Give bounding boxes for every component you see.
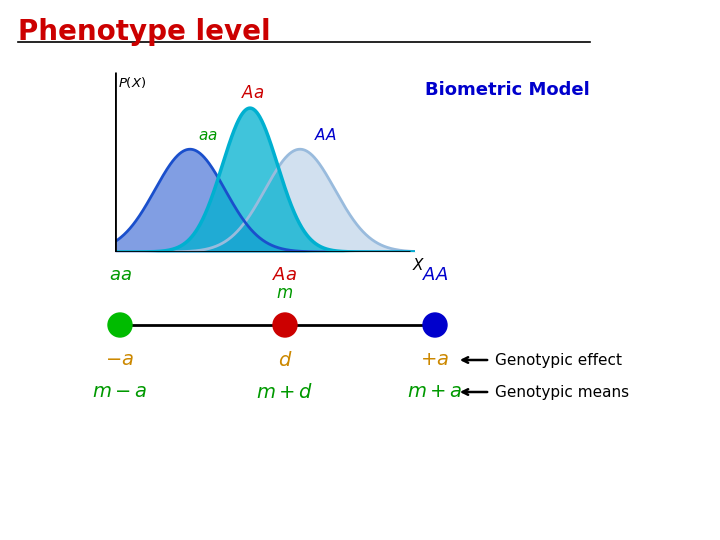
Text: Genotypic means: Genotypic means — [495, 384, 629, 400]
Circle shape — [423, 313, 447, 337]
Text: $P(X)$: $P(X)$ — [117, 75, 145, 90]
Text: $+a$: $+a$ — [420, 351, 449, 369]
Text: $d$: $d$ — [278, 350, 292, 369]
Text: $Aa$: $Aa$ — [272, 266, 297, 284]
Text: $m+a$: $m+a$ — [408, 383, 463, 401]
Text: $m-a$: $m-a$ — [92, 383, 148, 401]
Circle shape — [273, 313, 297, 337]
Text: $m$: $m$ — [276, 285, 294, 301]
Text: Phenotype level: Phenotype level — [18, 18, 271, 46]
Text: Biometric Model: Biometric Model — [426, 81, 590, 99]
Text: Genotypic effect: Genotypic effect — [495, 353, 622, 368]
Text: $X$: $X$ — [413, 257, 426, 273]
Text: $m+d$: $m+d$ — [256, 382, 314, 402]
Circle shape — [108, 313, 132, 337]
Text: $Aa$: $Aa$ — [240, 84, 264, 102]
Text: $-a$: $-a$ — [106, 351, 135, 369]
Text: $AA$: $AA$ — [314, 127, 336, 143]
Text: $aa$: $aa$ — [198, 128, 217, 143]
Text: $AA$: $AA$ — [422, 266, 448, 284]
Text: $aa$: $aa$ — [109, 266, 132, 284]
